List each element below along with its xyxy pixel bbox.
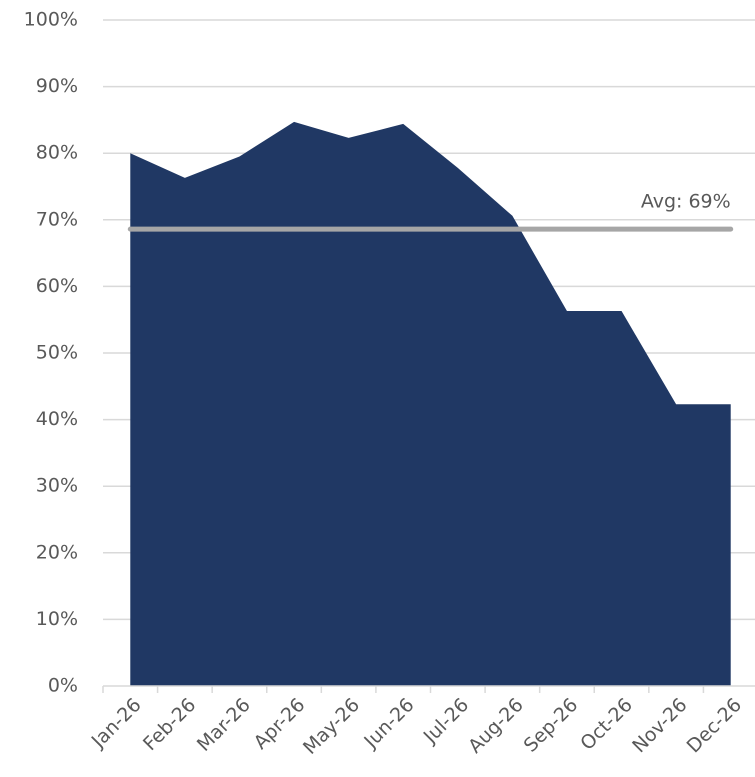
x-tick-label: Mar-26 bbox=[193, 694, 255, 756]
x-tick-label: Jan-26 bbox=[87, 694, 146, 753]
x-tick-label: Nov-26 bbox=[628, 694, 691, 757]
x-tick-label: Jun-26 bbox=[359, 694, 418, 753]
y-tick-label: 10% bbox=[36, 608, 78, 630]
y-tick-label: 20% bbox=[36, 541, 78, 563]
y-tick-label: 60% bbox=[36, 275, 78, 297]
y-tick-label: 30% bbox=[36, 475, 78, 497]
y-tick-label: 90% bbox=[36, 75, 78, 97]
y-tick-label: 100% bbox=[24, 9, 78, 31]
average-label: Avg: 69% bbox=[641, 191, 731, 213]
y-tick-label: 50% bbox=[36, 342, 78, 364]
area bbox=[130, 121, 731, 686]
x-tick-label: Feb-26 bbox=[139, 694, 200, 755]
y-tick-label: 0% bbox=[48, 675, 78, 697]
x-tick-label: Dec-26 bbox=[683, 694, 747, 758]
y-tick-label: 70% bbox=[36, 208, 78, 230]
y-tick-label: 40% bbox=[36, 408, 78, 430]
x-tick-label: Sep-26 bbox=[520, 694, 583, 757]
x-tick-label: Oct-26 bbox=[576, 694, 637, 755]
x-tick-label: Aug-26 bbox=[464, 694, 528, 758]
y-tick-label: 80% bbox=[36, 142, 78, 164]
x-tick-label: May-26 bbox=[299, 694, 364, 759]
